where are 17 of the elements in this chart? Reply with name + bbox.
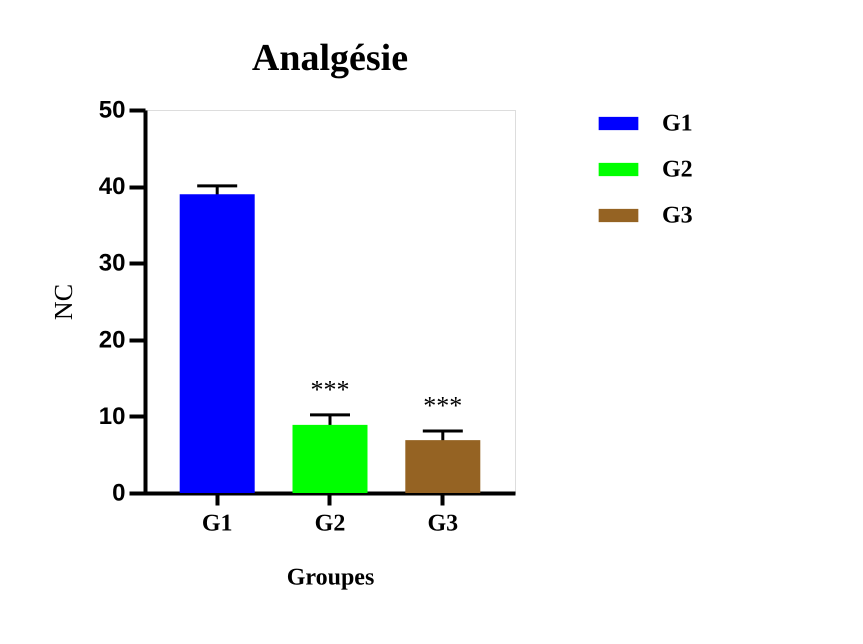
annotation: *** [310, 374, 350, 404]
legend-label: G2 [662, 156, 693, 182]
x-axis-title: Groupes [286, 564, 374, 590]
annotation: *** [423, 390, 462, 420]
x-tick-label: G3 [427, 510, 458, 536]
y-tick-label: 30 [98, 250, 126, 277]
x-tick-label: G2 [314, 510, 346, 536]
y-tick-label: 10 [98, 402, 126, 430]
y-axis-title: NC [48, 284, 78, 320]
x-tick-label: G1 [202, 510, 233, 536]
legend-label: G3 [662, 202, 693, 228]
chart-title: Analgésie [252, 37, 408, 79]
y-tick-label: 20 [98, 326, 126, 354]
y-tick-label: 40 [98, 173, 126, 200]
y-tick-label: 0 [112, 480, 126, 506]
y-tick-label: 50 [98, 96, 126, 124]
legend-label: G1 [662, 110, 693, 136]
